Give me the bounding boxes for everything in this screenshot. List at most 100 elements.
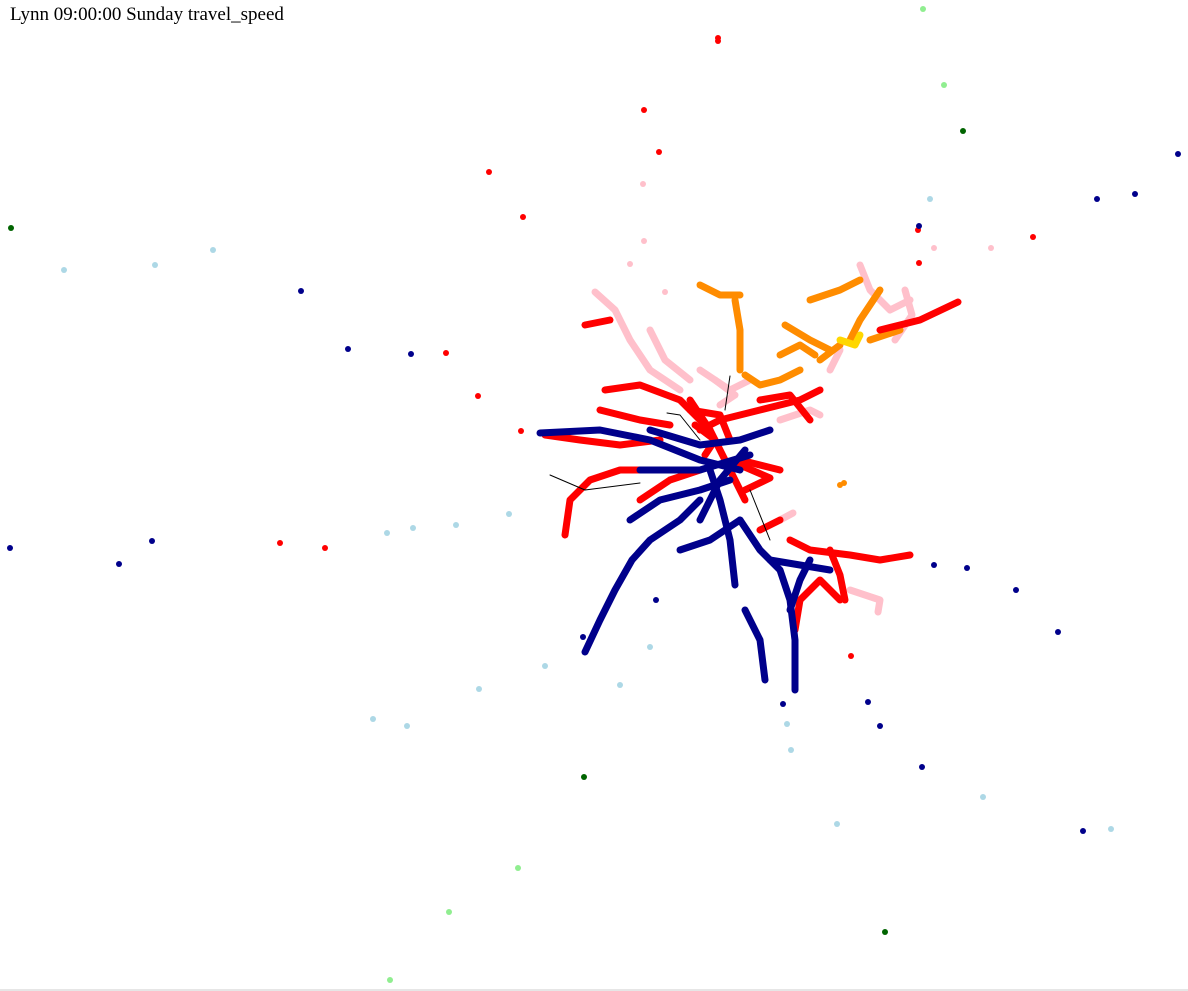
route xyxy=(696,446,749,524)
route xyxy=(666,412,701,441)
dot xyxy=(877,723,883,729)
dot xyxy=(927,196,933,202)
dot xyxy=(617,682,623,688)
dot xyxy=(980,794,986,800)
dot xyxy=(1055,629,1061,635)
route xyxy=(731,296,744,374)
route xyxy=(876,298,962,334)
dot xyxy=(277,540,283,546)
dot xyxy=(941,82,947,88)
dot xyxy=(7,545,13,551)
dot xyxy=(476,686,482,692)
dot xyxy=(446,909,452,915)
dot xyxy=(322,545,328,551)
dot xyxy=(370,716,376,722)
route xyxy=(741,366,804,389)
dot xyxy=(919,764,925,770)
dot xyxy=(506,511,512,517)
route xyxy=(676,516,744,554)
route xyxy=(646,326,694,384)
route xyxy=(791,576,844,634)
route xyxy=(756,391,814,424)
route xyxy=(736,516,799,694)
route xyxy=(826,546,849,604)
dot xyxy=(1030,234,1036,240)
route xyxy=(724,375,731,411)
route xyxy=(581,496,704,656)
dot xyxy=(149,538,155,544)
route xyxy=(776,406,824,424)
dot xyxy=(788,747,794,753)
route xyxy=(806,276,864,304)
dot xyxy=(784,721,790,727)
route xyxy=(846,286,884,344)
dot xyxy=(653,597,659,603)
dot xyxy=(1108,826,1114,832)
dot xyxy=(662,289,668,295)
route xyxy=(561,466,664,539)
route xyxy=(736,461,774,494)
route xyxy=(846,586,884,616)
route xyxy=(696,281,744,299)
dot xyxy=(841,480,847,486)
route xyxy=(766,556,834,574)
dot xyxy=(580,634,586,640)
dot xyxy=(1132,191,1138,197)
route xyxy=(601,381,714,434)
dot xyxy=(1080,828,1086,834)
route xyxy=(581,316,614,329)
dot xyxy=(640,181,646,187)
route xyxy=(836,331,864,349)
route xyxy=(786,536,914,564)
dot xyxy=(581,774,587,780)
route xyxy=(826,346,844,374)
route xyxy=(781,321,834,354)
dot xyxy=(345,346,351,352)
title: Lynn 09:00:00 Sunday travel_speed xyxy=(10,4,284,25)
route xyxy=(541,431,664,449)
route xyxy=(741,606,769,684)
dot xyxy=(152,262,158,268)
dot xyxy=(865,699,871,705)
dot xyxy=(715,38,721,44)
dot xyxy=(387,977,393,983)
route xyxy=(686,406,734,444)
dot xyxy=(964,565,970,571)
dot xyxy=(920,6,926,12)
dot xyxy=(931,562,937,568)
route xyxy=(776,341,819,359)
dot xyxy=(518,428,524,434)
dot xyxy=(627,261,633,267)
dot xyxy=(641,238,647,244)
route xyxy=(736,456,784,474)
dot xyxy=(410,525,416,531)
route xyxy=(786,556,814,614)
dot xyxy=(453,522,459,528)
dot xyxy=(404,723,410,729)
dot xyxy=(61,267,67,273)
routes xyxy=(536,261,962,694)
dot xyxy=(647,644,653,650)
dot xyxy=(960,128,966,134)
dot xyxy=(656,149,662,155)
route xyxy=(696,386,824,434)
dot xyxy=(931,245,937,251)
route xyxy=(711,376,739,409)
dot xyxy=(1013,587,1019,593)
dot xyxy=(520,214,526,220)
route xyxy=(749,489,771,541)
dot xyxy=(116,561,122,567)
dot xyxy=(486,169,492,175)
dot xyxy=(408,351,414,357)
dot xyxy=(475,393,481,399)
dot xyxy=(384,530,390,536)
dot xyxy=(443,350,449,356)
route xyxy=(856,261,914,314)
route xyxy=(549,474,641,491)
dot xyxy=(834,821,840,827)
dot xyxy=(916,223,922,229)
route xyxy=(596,406,674,429)
dot xyxy=(210,247,216,253)
